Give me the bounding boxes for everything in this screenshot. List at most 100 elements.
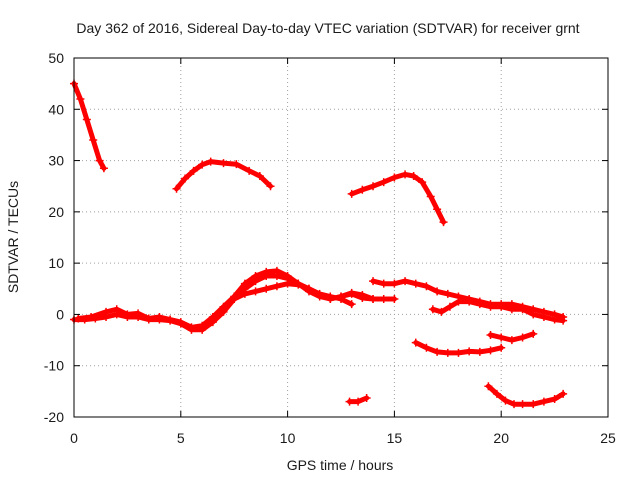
data-point <box>283 271 292 280</box>
y-tick-label: 20 <box>48 204 64 220</box>
series-arc-11 <box>484 382 568 409</box>
data-point <box>240 279 249 288</box>
data-point <box>390 295 399 304</box>
data-point <box>443 289 452 298</box>
data-point <box>123 310 132 319</box>
x-tick-label: 5 <box>177 430 185 446</box>
data-point <box>155 312 164 321</box>
data-point <box>439 218 448 227</box>
data-point <box>454 348 463 357</box>
data-point <box>283 279 292 288</box>
data-point <box>486 302 495 311</box>
data-point <box>465 297 474 306</box>
data-point <box>187 323 196 332</box>
y-tick-label: -20 <box>44 409 64 425</box>
data-point <box>369 295 378 304</box>
data-point <box>176 318 185 327</box>
x-tick-label: 10 <box>280 430 296 446</box>
data-point <box>134 309 143 318</box>
y-axis-label: SDTVAR / TECUs <box>5 181 21 293</box>
data-point <box>497 343 506 352</box>
data-point <box>172 184 181 193</box>
data-point <box>358 290 367 299</box>
chart-title: Day 362 of 2016, Sidereal Day-to-day VTE… <box>76 20 579 36</box>
data-point <box>266 182 275 191</box>
data-point <box>262 267 271 276</box>
data-point <box>337 295 345 304</box>
series-line <box>174 159 273 192</box>
data-point <box>354 397 363 406</box>
data-point <box>411 338 420 347</box>
data-point <box>369 182 378 191</box>
data-point <box>497 333 506 342</box>
series-arc-1 <box>70 79 108 173</box>
data-point <box>433 287 442 296</box>
data-point <box>510 400 519 409</box>
series-arc-10 <box>486 329 538 345</box>
series-arc-9 <box>411 338 506 357</box>
y-axis: -20 -10 0 10 20 30 40 50 <box>44 50 608 425</box>
x-tick-label: 15 <box>387 430 403 446</box>
data-point <box>87 312 96 321</box>
grid <box>74 58 608 417</box>
data-point <box>255 171 264 180</box>
data-point <box>232 160 241 169</box>
data-point <box>326 292 335 301</box>
data-point <box>539 312 548 321</box>
data-point <box>219 159 228 168</box>
data-point <box>379 279 388 288</box>
data-point <box>251 287 260 296</box>
data-point <box>206 157 215 166</box>
data-point <box>379 295 388 304</box>
data-point <box>507 336 516 345</box>
y-tick-label: 40 <box>48 101 64 117</box>
data-point <box>272 282 281 291</box>
series-line <box>485 383 566 407</box>
data-series <box>70 79 568 409</box>
data-point <box>426 192 435 201</box>
data-point <box>144 314 153 323</box>
data-point <box>443 348 452 357</box>
data-point <box>401 170 410 179</box>
data-point <box>219 302 228 311</box>
data-point <box>208 312 217 321</box>
data-point <box>345 397 354 406</box>
series-arc-2 <box>172 157 275 193</box>
data-point <box>507 305 516 314</box>
data-point <box>529 329 538 338</box>
data-point <box>559 316 568 325</box>
data-point <box>272 266 281 275</box>
data-point <box>262 284 271 293</box>
data-point <box>501 396 510 405</box>
x-tick-label: 20 <box>493 430 509 446</box>
x-axis-label: GPS time / hours <box>287 457 394 473</box>
data-point <box>112 305 121 314</box>
data-point <box>245 166 254 175</box>
data-point <box>294 280 303 289</box>
data-point <box>486 346 495 355</box>
data-point <box>465 347 474 356</box>
data-point <box>559 389 568 398</box>
series-arc-12 <box>345 394 371 406</box>
data-point <box>99 164 108 173</box>
data-point <box>181 174 190 183</box>
data-point <box>539 397 548 406</box>
data-point <box>89 136 98 145</box>
data-point <box>251 271 260 280</box>
data-point <box>475 347 484 356</box>
data-point <box>475 300 484 309</box>
data-point <box>550 315 559 324</box>
data-point <box>347 189 356 198</box>
data-point <box>198 160 207 169</box>
data-point <box>240 289 249 298</box>
data-point <box>486 330 495 339</box>
data-point <box>409 171 418 180</box>
data-point <box>347 300 356 309</box>
data-point <box>529 400 538 409</box>
data-point <box>497 302 506 311</box>
data-point <box>95 156 104 165</box>
data-point <box>390 173 399 182</box>
data-point <box>102 307 111 316</box>
x-tick-label: 0 <box>70 430 78 446</box>
